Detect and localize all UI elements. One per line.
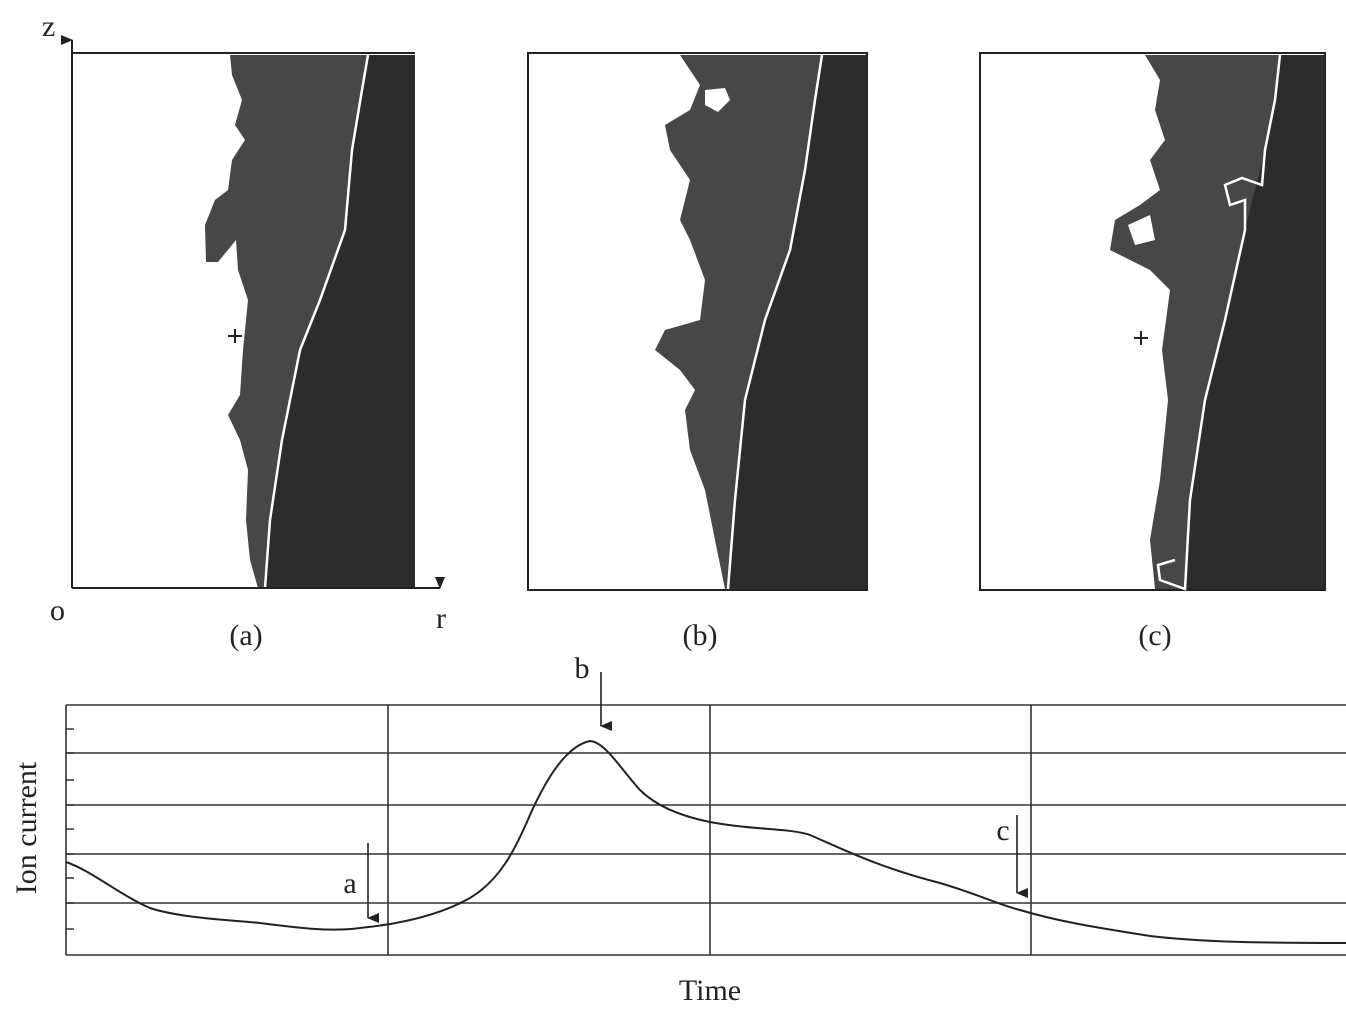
marker-label: b — [575, 652, 590, 685]
r-label: r — [436, 602, 446, 635]
panel-b — [528, 53, 867, 590]
tick-marks — [66, 729, 74, 929]
origin-label: o — [50, 594, 65, 627]
ion-current-curve — [66, 741, 1346, 943]
x-axis-label: Time — [679, 974, 741, 1007]
figure: z o r (a) (b) (c) — [0, 0, 1346, 1010]
panel-label: (a) — [229, 619, 262, 652]
panel-label: (b) — [683, 619, 718, 652]
marker-label: a — [343, 867, 356, 900]
z-label: z — [42, 10, 55, 43]
ion-plot: b a c Time Ion current — [10, 652, 1346, 1007]
marker-label: c — [996, 814, 1009, 847]
panel-c — [980, 53, 1325, 590]
y-axis-label: Ion current — [10, 761, 43, 894]
panel-a: z o r (a) — [42, 10, 446, 652]
panel-label: (c) — [1138, 619, 1171, 652]
